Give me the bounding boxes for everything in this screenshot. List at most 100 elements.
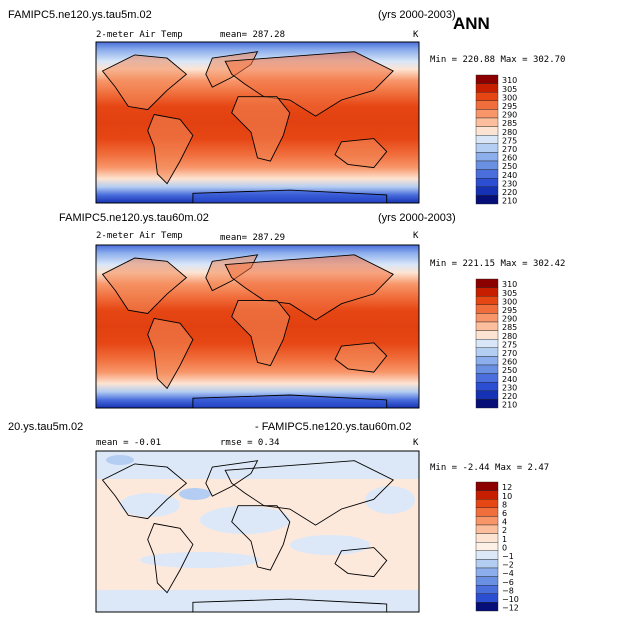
colorbar-tick-label: 220: [502, 392, 517, 401]
colorbar-box: [475, 143, 499, 153]
colorbar-tick-label: −10: [502, 595, 519, 604]
colorbar-box: [475, 567, 499, 577]
panel-2-minmax: Min = 221.15 Max = 302.42: [430, 259, 565, 269]
colorbar-tick-label: 260: [502, 358, 517, 367]
colorbar-box: [475, 304, 499, 314]
colorbar-tick-label: 280: [502, 332, 517, 341]
continent-outline: [101, 463, 188, 520]
colorbar-box: [475, 356, 499, 366]
colorbar-box: [475, 296, 499, 306]
colorbar-box: [475, 313, 499, 323]
panel-3-units: K: [413, 438, 419, 448]
colorbar-tick-label: −1: [502, 552, 514, 561]
colorbar-box: [475, 533, 499, 543]
colorbar-tick-label: 290: [502, 315, 517, 324]
colorbar-tick-label: −6: [502, 578, 514, 587]
panel-1-land: [101, 51, 394, 204]
diff-patch: [106, 455, 134, 465]
continent-outline: [147, 522, 194, 594]
panel-1-mean: mean= 287.28: [220, 30, 285, 40]
colorbar-tick-label: 310: [502, 76, 517, 85]
panel-2-title-right: (yrs 2000-2003): [378, 212, 456, 224]
panel-2-land: [101, 254, 394, 409]
colorbar-box: [475, 373, 499, 383]
colorbar-box: [475, 507, 499, 517]
panel-3-title-left: 20.ys.tau5m.02: [8, 421, 83, 433]
continent-outline: [192, 189, 388, 204]
diff-patch: [200, 506, 290, 534]
colorbar-box: [475, 516, 499, 526]
colorbar-tick-label: 220: [502, 188, 517, 197]
colorbar-tick-label: 240: [502, 171, 517, 180]
colorbar-box: [475, 287, 499, 297]
colorbar-tick-label: 0: [502, 543, 507, 552]
panel-1-variable: 2-meter Air Temp: [96, 30, 183, 40]
colorbar-tick-label: 295: [502, 306, 517, 315]
panel-1-minmax: Min = 220.88 Max = 302.70: [430, 55, 565, 65]
panel-2-variable: 2-meter Air Temp: [96, 231, 183, 241]
colorbar-tick-label: 300: [502, 297, 517, 306]
colorbar-tick-label: 275: [502, 136, 517, 145]
colorbar-tick-label: 305: [502, 85, 517, 94]
panel-1-frame: [95, 41, 420, 204]
panel-3-negative-patches: [96, 451, 419, 612]
colorbar-tick-label: 4: [502, 518, 507, 527]
panel-1-title-left: FAMIPC5.ne120.ys.tau5m.02: [8, 9, 152, 21]
colorbar-box: [475, 126, 499, 136]
colorbar-box: [475, 559, 499, 569]
colorbar-tick-label: 285: [502, 119, 517, 128]
colorbar-tick-label: 270: [502, 349, 517, 358]
continent-outline: [334, 342, 388, 373]
colorbar-box: [475, 109, 499, 119]
colorbar-tick-label: 2: [502, 526, 507, 535]
continent-outline: [192, 394, 388, 409]
colorbar-box: [475, 195, 499, 205]
colorbar-box: [475, 152, 499, 162]
diff-patch: [365, 486, 415, 514]
colorbar-tick-label: 230: [502, 383, 517, 392]
colorbar-tick-label: 290: [502, 111, 517, 120]
continent-outline: [224, 254, 394, 321]
colorbar-box: [475, 576, 499, 586]
colorbar-tick-label: 275: [502, 340, 517, 349]
panel-3-title-right: - FAMIPC5.ne120.ys.tau60m.02: [255, 421, 412, 433]
colorbar-tick-label: 260: [502, 154, 517, 163]
colorbar-tick-label: 295: [502, 102, 517, 111]
colorbar-box: [475, 117, 499, 127]
season-label: ANN: [453, 14, 490, 33]
colorbar-box: [475, 100, 499, 110]
colorbar-box: [475, 490, 499, 500]
continent-outline: [224, 460, 394, 526]
panel-2-units: K: [413, 231, 419, 241]
panel-2-colorbar: 3103053002952902852802752702602502402302…: [475, 278, 517, 410]
continent-outline: [147, 113, 194, 185]
colorbar-tick-label: 1: [502, 535, 507, 544]
colorbar-box: [475, 347, 499, 357]
colorbar-box: [475, 134, 499, 144]
colorbar-box: [475, 91, 499, 101]
colorbar-tick-label: 240: [502, 375, 517, 384]
colorbar-tick-label: 250: [502, 162, 517, 171]
colorbar-box: [475, 550, 499, 560]
colorbar-box: [475, 524, 499, 534]
continent-outline: [101, 54, 188, 111]
panel-2-frame: [95, 244, 420, 409]
panel-1-title-right: (yrs 2000-2003): [378, 9, 456, 21]
colorbar-box: [475, 169, 499, 179]
colorbar-tick-label: 270: [502, 145, 517, 154]
continent-outline: [192, 598, 388, 613]
continent-outline: [101, 257, 188, 314]
colorbar-tick-label: −12: [502, 604, 519, 613]
colorbar-tick-label: 285: [502, 323, 517, 332]
colorbar-tick-label: 12: [502, 483, 512, 492]
diff-patch-south: [96, 590, 419, 612]
panel-2: FAMIPC5.ne120.ys.tau60m.02 (yrs 2000-200…: [59, 212, 565, 410]
continent-outline: [224, 51, 394, 117]
colorbar-tick-label: 300: [502, 93, 517, 102]
colorbar-box: [475, 330, 499, 340]
continent-outline: [334, 138, 388, 169]
colorbar-box: [475, 186, 499, 196]
continent-outline: [334, 547, 388, 578]
colorbar-tick-label: 210: [502, 197, 517, 206]
